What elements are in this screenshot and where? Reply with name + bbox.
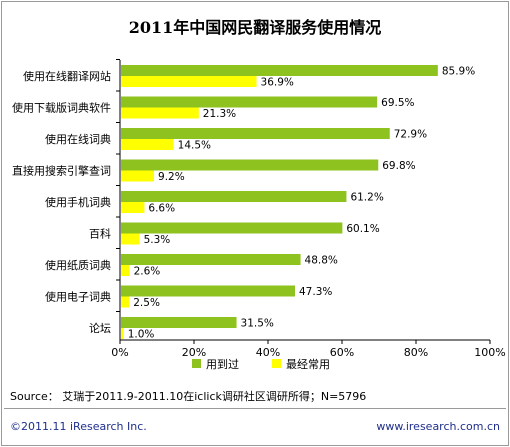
x-tick-label: 80% [404, 346, 428, 359]
data-label: 72.9% [394, 129, 427, 141]
legend-label: 最经常用 [286, 358, 330, 371]
x-tick-label: 60% [330, 346, 354, 359]
data-label: 14.5% [178, 140, 211, 152]
chart-title: 2011年中国网民翻译服务使用情况 [128, 18, 382, 37]
category-label: 直接用搜索引擎查词 [12, 164, 111, 178]
bar-most-used [121, 233, 140, 245]
data-label: 9.2% [158, 171, 185, 183]
data-label: 85.9% [442, 66, 475, 78]
legend-swatch-used [192, 359, 201, 368]
legend-swatch-most-used [272, 359, 281, 368]
data-label: 47.3% [299, 286, 332, 298]
data-label: 61.2% [350, 192, 383, 204]
bar-most-used [121, 328, 124, 339]
data-label: 69.5% [381, 97, 414, 109]
category-label: 使用在线词典 [45, 132, 111, 146]
data-label: 31.5% [241, 318, 274, 330]
copyright-text: ©2011.11 iResearch Inc. [10, 420, 147, 433]
bar-used [121, 191, 347, 202]
bar-used [121, 254, 301, 265]
data-label: 36.9% [261, 77, 294, 89]
category-label: 论坛 [89, 321, 111, 335]
category-label: 使用在线翻译网站 [23, 69, 111, 83]
category-label: 使用手机词典 [45, 195, 111, 209]
data-label: 60.1% [346, 223, 379, 235]
footer-divider [4, 408, 506, 409]
x-tick-label: 0% [111, 346, 128, 359]
data-label: 2.5% [133, 297, 160, 309]
category-label: 使用下载版词典软件 [12, 101, 111, 115]
bar-used [121, 159, 379, 171]
bar-most-used [121, 170, 155, 182]
bar-most-used [121, 202, 145, 213]
data-label: 5.3% [144, 234, 171, 246]
data-label: 48.8% [305, 255, 338, 267]
bar-used [121, 96, 378, 108]
data-label: 2.6% [134, 266, 161, 278]
bar-most-used [121, 107, 199, 119]
data-label: 69.8% [382, 160, 415, 172]
legend-label: 用到过 [206, 358, 239, 371]
bar-used [121, 222, 343, 234]
data-label: 6.6% [148, 203, 175, 215]
bar-used [121, 285, 296, 297]
data-label: 21.3% [203, 108, 236, 120]
bar-most-used [121, 139, 174, 150]
category-label: 使用电子词典 [45, 290, 111, 304]
data-label: 1.0% [128, 329, 155, 341]
bar-used [121, 65, 438, 76]
bar-most-used [121, 265, 130, 276]
category-label: 百科 [89, 227, 111, 241]
bar-used [121, 317, 237, 328]
bar-used [121, 128, 390, 139]
x-tick-label: 100% [474, 346, 505, 359]
x-tick-label: 40% [256, 346, 280, 359]
category-label: 使用纸质词典 [45, 258, 111, 272]
bar-most-used [121, 296, 130, 308]
site-url: www.iresearch.com.cn [376, 420, 500, 433]
x-tick-label: 20% [182, 346, 206, 359]
bar-most-used [121, 76, 257, 87]
source-note: Source： 艾瑞于2011.9-2011.10在iclick调研社区调研所得… [10, 390, 367, 403]
